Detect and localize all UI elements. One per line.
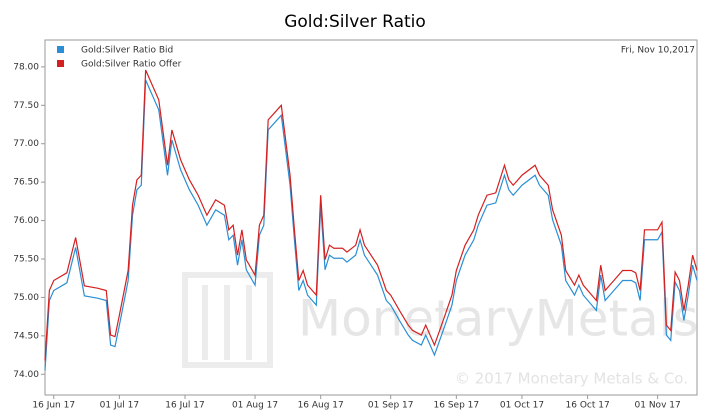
y-tick-label: 74.00 (13, 370, 39, 380)
y-tick-label: 77.00 (13, 139, 39, 149)
x-tick-label: 01 Jul 17 (100, 401, 140, 411)
y-tick-label: 77.50 (13, 101, 39, 111)
plot-frame (44, 39, 698, 396)
legend-label: Gold:Silver Ratio Offer (81, 60, 182, 70)
x-tick-label: 01 Aug 17 (232, 401, 278, 411)
y-tick-label: 76.50 (13, 178, 39, 188)
x-tick-label: 01 Nov 17 (635, 401, 681, 411)
x-tick-label: 16 Jul 17 (165, 401, 205, 411)
y-tick-label: 75.50 (13, 254, 39, 264)
x-tick-label: 16 Aug 17 (298, 401, 344, 411)
chart-title: Gold:Silver Ratio (284, 12, 426, 32)
y-tick-label: 75.00 (13, 293, 39, 303)
x-tick-label: 16 Oct 17 (566, 401, 610, 411)
x-tick-label: 16 Sep 17 (434, 401, 480, 411)
y-tick-label: 76.00 (13, 216, 39, 226)
watermark: MonetaryMetals (298, 290, 699, 348)
legend-swatch (57, 46, 64, 53)
series-line (44, 69, 698, 361)
y-tick-label: 78.00 (13, 62, 39, 72)
copyright: © 2017 Monetary Metals & Co. (455, 370, 688, 388)
watermark-logo (182, 272, 273, 368)
date-annotation: Fri, Nov 10,2017 (621, 46, 695, 56)
x-tick-label: 01 Oct 17 (500, 401, 544, 411)
x-tick-label: 16 Jun 17 (32, 401, 75, 411)
x-tick-label: 01 Sep 17 (368, 401, 414, 411)
legend-swatch (57, 60, 64, 67)
series-line (44, 79, 698, 371)
legend-label: Gold:Silver Ratio Bid (81, 46, 173, 56)
y-tick-label: 74.50 (13, 331, 39, 341)
